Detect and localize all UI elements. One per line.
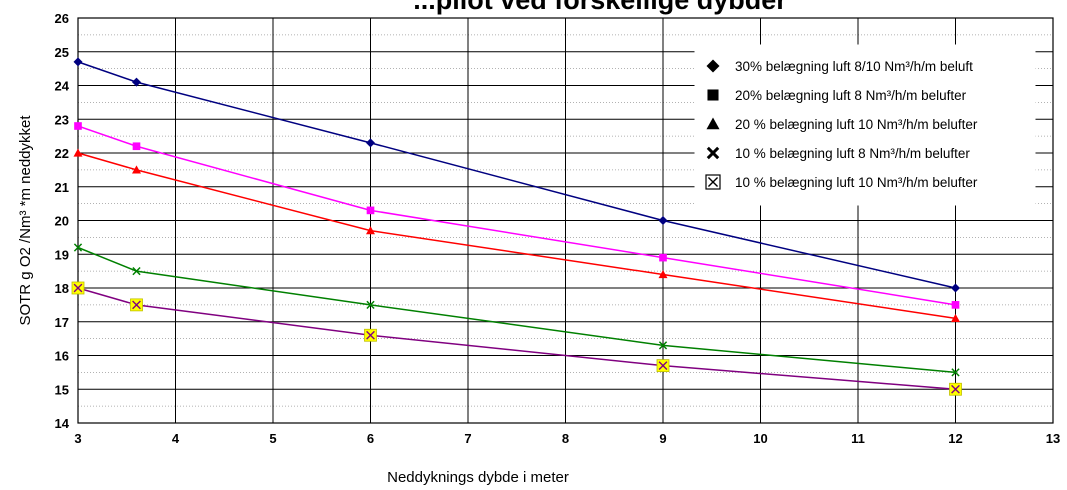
legend: 30% belægning luft 8/10 Nm³/h/m beluft 20… [694,44,1036,206]
legend-item: 20 % belægning luft 10 Nm³/h/m belufter [706,117,978,132]
data-point [951,283,960,293]
y-tick-label: 17 [55,315,69,330]
x-tick-label: 9 [659,431,666,446]
legend-item: 10 % belægning luft 8 Nm³/h/m belufter [706,146,970,161]
data-point [366,226,375,235]
major-gridlines [77,17,1054,424]
y-tick-label: 24 [55,79,70,94]
y-axis-title: SOTR g O2 /Nm³ *m neddykket [17,115,34,326]
y-tick-label: 16 [55,349,69,364]
legend-label: 10 % belægning luft 10 Nm³/h/m belufter [735,175,978,190]
y-tick-label: 21 [55,180,69,195]
marker-stroke [951,384,960,394]
x-tick-label: 6 [367,431,374,446]
legend-label: 30% belægning luft 8/10 Nm³/h/m beluft [735,59,973,74]
data-point [366,138,375,148]
data-point [73,148,83,157]
y-tick-label: 15 [55,382,69,397]
y-tick-label: 26 [55,11,69,26]
x-axis-title: Neddyknings dybde i meter [387,469,569,486]
data-point [132,266,141,276]
data-point [130,298,143,312]
marker-stroke [366,300,375,310]
marker-stroke [73,243,83,252]
marker-stroke [658,361,668,371]
x-tick-label: 4 [172,431,180,446]
legend-label: 20 % belægning luft 10 Nm³/h/m belufter [735,117,978,132]
data-point [951,368,960,377]
data-point [132,165,141,174]
legend-item: 10 % belægning luft 10 Nm³/h/m belufter [705,174,978,190]
data-point [73,243,83,252]
y-tick-label: 25 [55,45,69,60]
data-point [366,300,375,310]
data-point [951,313,960,322]
x-tick-label: 5 [269,431,276,446]
marker-stroke [132,266,141,276]
chart-title: ...pilot ved forskellige dybder [413,0,787,15]
data-point [132,77,141,87]
x-tick-label: 10 [753,431,767,446]
legend-marker [706,146,720,160]
series-4 [73,243,960,377]
series-1 [73,57,960,293]
x-tick-label: 12 [948,431,962,446]
minor-gridlines [78,34,1053,407]
legend-item: 20% belægning luft 8 Nm³/h/m belufter [707,88,967,103]
legend-marker [707,89,719,101]
x-tick-label: 11 [851,431,865,446]
y-tick-label: 14 [55,416,70,431]
marker-stroke [658,341,668,350]
y-tick-label: 19 [55,247,69,262]
series-3 [73,148,960,322]
data-point [951,301,960,309]
legend-marker [705,174,721,190]
marker-stroke [132,300,141,310]
plot-border [77,17,1054,424]
data-point [364,328,377,342]
x-tick-label: 13 [1046,431,1060,446]
legend-marker [706,59,720,73]
series-5 [71,281,962,396]
data-point [658,216,668,225]
y-tick-label: 22 [55,146,69,161]
y-tick-label: 23 [55,112,69,127]
legend-box [694,44,1036,206]
y-tick-label: 20 [55,214,69,229]
marker-stroke [706,146,720,160]
data-point [656,359,670,373]
legend-marker [706,117,720,130]
data-point [71,281,85,295]
legend-label: 10 % belægning luft 8 Nm³/h/m belufter [735,146,970,161]
data-point [658,270,668,279]
series-2 [74,122,960,309]
legend-label: 20% belægning luft 8 Nm³/h/m belufter [735,88,967,103]
x-tick-label: 8 [562,431,569,446]
legend-item: 30% belægning luft 8/10 Nm³/h/m beluft [706,59,973,74]
marker-stroke [73,283,83,293]
data-point [132,142,141,151]
marker-stroke [707,176,719,188]
y-axis-ticks: 14 15 16 17 18 19 20 21 22 23 24 25 26 [55,11,70,431]
data-point [366,206,375,215]
data-point [949,382,962,396]
x-axis-ticks: 3 4 5 6 7 8 9 10 11 12 13 [74,431,1060,446]
series-layer [71,57,962,396]
marker-stroke [366,330,375,340]
data-point [658,341,668,350]
data-point [74,122,82,130]
data-point [659,253,667,262]
y-tick-label: 18 [55,281,69,296]
x-tick-label: 7 [464,431,471,446]
data-point [73,57,83,67]
x-tick-label: 3 [74,431,81,446]
marker-stroke [951,368,960,377]
